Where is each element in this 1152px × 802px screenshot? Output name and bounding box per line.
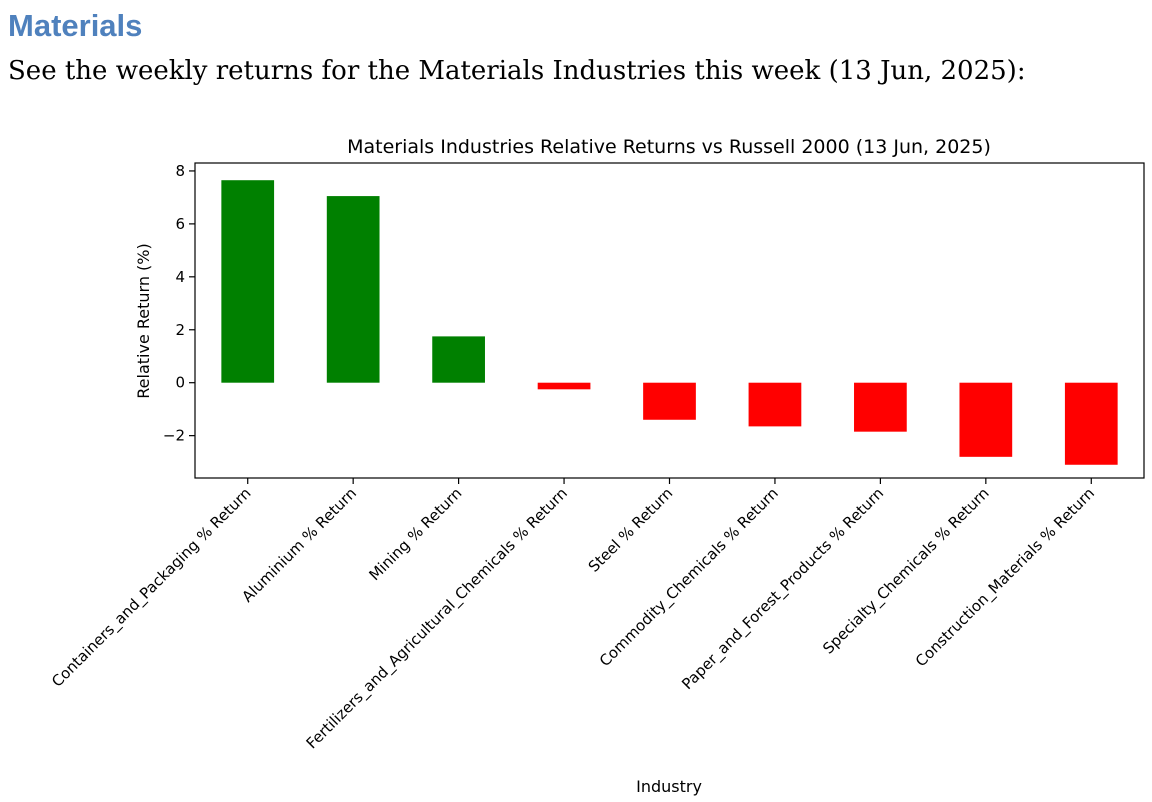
- bar: [748, 382, 802, 427]
- y-tick-label: 6: [175, 215, 185, 233]
- x-tick-label: Specialty_Chemicals % Return: [819, 484, 993, 658]
- y-tick-label: 4: [175, 268, 185, 286]
- x-tick-label: Construction_Materials % Return: [912, 484, 1099, 671]
- x-tick-label: Containers_and_Packaging % Return: [48, 484, 255, 691]
- x-tick-label: Mining % Return: [365, 484, 465, 584]
- bar: [643, 382, 696, 420]
- bar: [537, 382, 591, 390]
- plot-area: −2 0 2 4 6 8 Containers_and_Packaging % Return…: [48, 162, 1145, 753]
- bar: [326, 196, 380, 383]
- x-tick-label: Steel % Return: [585, 484, 677, 576]
- section-title: Materials: [8, 8, 143, 43]
- x-tick-label: Commodity_Chemicals % Return: [596, 484, 783, 671]
- bar: [432, 336, 485, 383]
- y-tick-label: 0: [175, 374, 185, 392]
- bar: [1064, 382, 1118, 465]
- bar: [959, 382, 1013, 457]
- y-tick-label: 2: [175, 321, 185, 339]
- y-tick-label: 8: [175, 162, 185, 180]
- chart-title: Materials Industries Relative Returns vs…: [347, 136, 991, 158]
- x-axis-label: Industry: [636, 777, 702, 796]
- intro-text: See the weekly returns for the Materials…: [8, 56, 1026, 86]
- bar: [854, 382, 907, 432]
- x-tick-label: Paper_and_Forest_Products % Return: [678, 484, 888, 694]
- x-tick-label: Aluminium % Return: [238, 484, 360, 606]
- y-axis-label: Relative Return (%): [134, 243, 153, 398]
- bar: [221, 180, 275, 383]
- y-tick-label: −2: [163, 427, 185, 445]
